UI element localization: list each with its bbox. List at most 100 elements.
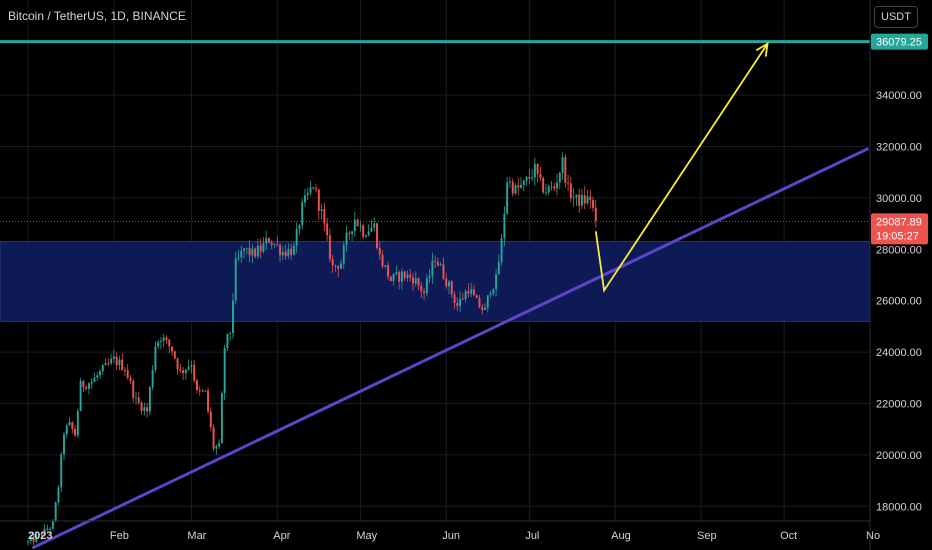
candle-body (508, 181, 511, 183)
time-tick-label: Mar (187, 530, 206, 542)
candle-body (456, 302, 459, 307)
time-tick-label: May (356, 530, 377, 542)
candle-body (578, 194, 581, 206)
candle-body (520, 184, 522, 188)
candle-body (85, 387, 88, 389)
candle-body (93, 377, 96, 382)
candle-body (35, 534, 38, 542)
candle-body (373, 223, 376, 228)
candle-body (542, 178, 545, 193)
candle-body (453, 294, 456, 303)
candle-body (60, 454, 63, 488)
candle-body (110, 359, 113, 364)
candle-body (171, 346, 173, 352)
candle-body (406, 274, 409, 279)
candle-body (276, 244, 279, 246)
candlestick-series (27, 152, 597, 546)
candle-body (417, 278, 420, 286)
candle-body (306, 192, 309, 196)
candle-body (556, 182, 558, 189)
price-tick-label: 32000.00 (876, 141, 922, 153)
candle-body (107, 363, 110, 364)
price-tick-label: 34000.00 (876, 90, 922, 102)
candle-body (29, 536, 32, 542)
candle-body (400, 271, 403, 282)
candle-body (126, 370, 129, 378)
candle-body (179, 369, 182, 371)
candle-body (254, 248, 257, 257)
candle-body (209, 411, 212, 428)
last-price-tag (871, 213, 928, 245)
candle-body (267, 238, 270, 243)
candle-body (376, 223, 378, 248)
candle-body (279, 245, 282, 256)
candle-body (572, 197, 575, 199)
candle-body (243, 248, 246, 251)
candle-body (589, 196, 592, 201)
candle-body (315, 188, 318, 190)
candle-body (129, 377, 132, 382)
candle-body (112, 356, 115, 360)
candle-body (378, 247, 381, 255)
candle-body (292, 245, 295, 255)
bar-countdown-label: 19:05:27 (876, 230, 919, 242)
time-axis[interactable]: 2023 Feb Mar Apr May Jun Jul Aug Sep Oct No (28, 530, 880, 542)
price-axis[interactable]: 18000.00 20000.00 22000.00 24000.00 26000.00… (876, 90, 922, 513)
candle-body (157, 341, 160, 347)
candle-body (323, 209, 326, 224)
time-tick-label: Aug (611, 530, 631, 542)
candle-body (583, 195, 586, 204)
trend-line[interactable] (32, 147, 869, 549)
time-tick-label: Feb (110, 530, 129, 542)
candle-body (445, 278, 448, 287)
candle-body (173, 351, 176, 359)
projection-arrowhead (755, 41, 769, 57)
candle-body (229, 332, 232, 334)
projection-line (594, 43, 769, 293)
candle-body (248, 247, 251, 256)
projection-path[interactable] (594, 41, 769, 293)
candle-body (201, 390, 204, 392)
candle-body (290, 248, 293, 255)
candle-body (448, 281, 450, 287)
candle-body (353, 219, 356, 232)
candle-body (553, 186, 556, 189)
candle-body (151, 369, 154, 388)
price-tick-label: 18000.00 (876, 501, 922, 513)
candle-body (270, 242, 273, 245)
candle-body (317, 189, 320, 211)
candle-body (40, 533, 43, 536)
candle-body (115, 356, 118, 366)
candle-body (561, 157, 564, 173)
candle-body (525, 177, 528, 181)
candle-body (439, 264, 442, 266)
candle-body (326, 223, 329, 236)
candle-body (500, 237, 503, 262)
candle-body (348, 232, 351, 234)
candle-body (68, 421, 71, 426)
candle-body (234, 258, 237, 301)
candle-body (398, 272, 401, 282)
candle-body (489, 293, 492, 296)
candle-body (162, 337, 165, 342)
candle-body (104, 363, 107, 366)
candle-body (594, 207, 597, 222)
currency-button[interactable]: USDT (874, 6, 918, 28)
candle-body (57, 487, 60, 503)
candle-body (99, 371, 101, 376)
candle-body (475, 295, 478, 298)
candle-body (392, 273, 395, 282)
candle-body (420, 285, 423, 292)
candle-body (511, 181, 514, 194)
candle-body (259, 245, 262, 252)
candle-body (484, 307, 486, 310)
candle-body (514, 185, 517, 194)
candle-body (256, 245, 259, 257)
candle-body (96, 375, 99, 378)
candle-body (265, 238, 268, 244)
candle-body (384, 265, 387, 267)
candle-body (586, 196, 589, 204)
candle-body (409, 274, 412, 278)
candle-body (118, 359, 121, 366)
